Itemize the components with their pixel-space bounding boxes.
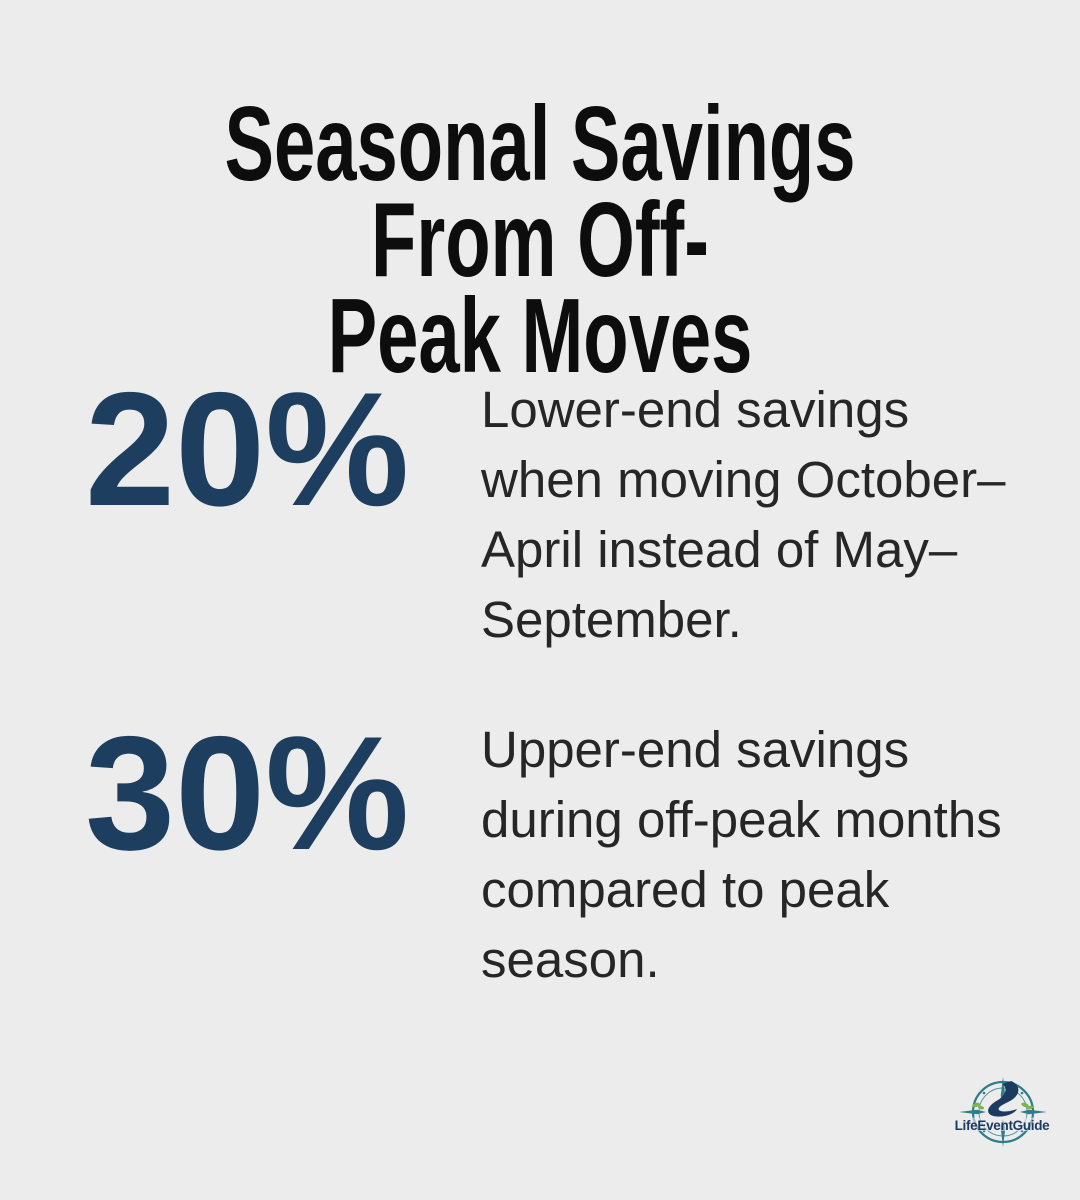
stat-description-upper-end: Upper-end savings during off-peak months… xyxy=(481,721,1002,988)
stat-value-upper-end: 30% xyxy=(85,703,410,884)
stat-value-lower-end: 20% xyxy=(85,359,410,540)
compass-logo-icon xyxy=(952,1077,1052,1147)
stat-description-lower-end: Lower-end savings when moving October– A… xyxy=(481,381,1006,648)
logo-wordmark: LifeEventGuide xyxy=(954,1118,1050,1133)
lifeeventguide-logo: LifeEventGuide xyxy=(952,1074,1052,1152)
page-title: Seasonal Savings From Off- Peak Moves xyxy=(224,85,856,395)
